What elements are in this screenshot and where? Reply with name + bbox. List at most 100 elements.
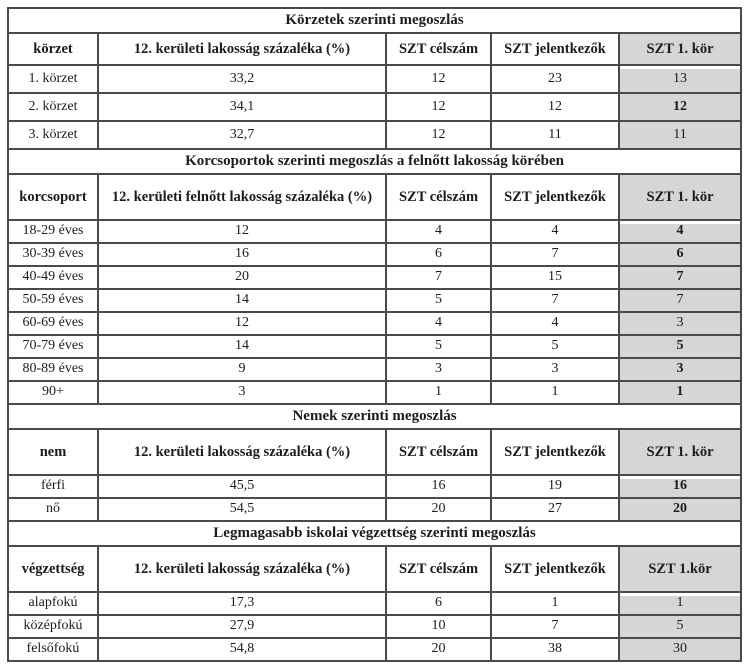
cell: 15 — [490, 265, 620, 290]
section-title: Nemek szerinti megoszlás — [6, 403, 743, 430]
cell: 19 — [490, 474, 620, 499]
cell: 12 — [97, 219, 387, 244]
cell-highlight: 12 — [617, 92, 743, 122]
row-label-cell: középfokú — [7, 614, 99, 639]
column-header-szt-jelentkezok: SZT jelentkezők — [490, 32, 620, 66]
table-row: 30-39 éves 16 6 7 6 — [7, 242, 743, 267]
row-label-cell: 40-49 éves — [7, 265, 99, 290]
table-row: 2. körzet 34,1 12 12 12 — [7, 92, 743, 122]
cell-highlight: 1 — [617, 380, 743, 405]
row-label-cell: 1. körzet — [7, 64, 99, 94]
cell: 20 — [97, 265, 387, 290]
row-label-cell: 50-59 éves — [7, 288, 99, 313]
cell: 3 — [385, 357, 492, 382]
cell-highlight: 5 — [617, 334, 743, 359]
cell-highlight: 4 — [617, 219, 743, 244]
section-korzetek: Körzetek szerinti megoszlás körzet 12. k… — [6, 7, 743, 150]
column-header-szt-celszam: SZT célszám — [385, 428, 492, 476]
column-header-row: körzet 12. kerületi lakosság százaléka (… — [7, 32, 743, 66]
cell: 7 — [490, 614, 620, 639]
cell: 14 — [97, 288, 387, 313]
cell: 6 — [385, 242, 492, 267]
cell: 7 — [490, 288, 620, 313]
column-header-szt-celszam: SZT célszám — [385, 173, 492, 221]
column-header-szt-celszam: SZT célszám — [385, 32, 492, 66]
cell: 45,5 — [97, 474, 387, 499]
cell: 32,7 — [97, 120, 387, 150]
cell-highlight: 11 — [617, 120, 743, 150]
cell-highlight: 1 — [617, 591, 743, 616]
table-row: 90+ 3 1 1 1 — [7, 380, 743, 405]
section-title: Korcsoportok szerinti megoszlás a felnőt… — [6, 148, 743, 175]
cell: 6 — [385, 591, 492, 616]
column-header-felnott-lakossag-szazalek: 12. kerületi felnőtt lakosság százaléka … — [97, 173, 387, 221]
table-row: 18-29 éves 12 4 4 4 — [7, 219, 743, 244]
table-row: felsőfokú 54,8 20 38 30 — [7, 637, 743, 662]
row-label-cell: 70-79 éves — [7, 334, 99, 359]
column-header-nem: nem — [7, 428, 99, 476]
cell: 4 — [490, 311, 620, 336]
cell: 20 — [385, 637, 492, 662]
column-header-szt-jelentkezok: SZT jelentkezők — [490, 428, 620, 476]
column-header-szt-jelentkezok: SZT jelentkezők — [490, 173, 620, 221]
row-label-cell: 2. körzet — [7, 92, 99, 122]
table-row: 3. körzet 32,7 12 11 11 — [7, 120, 743, 150]
column-header-szt-jelentkezok: SZT jelentkezők — [490, 545, 620, 593]
column-header-szt-celszam: SZT célszám — [385, 545, 492, 593]
section-title-row: Nemek szerinti megoszlás — [6, 403, 743, 430]
table-row: középfokú 27,9 10 7 5 — [7, 614, 743, 639]
cell-highlight: 30 — [617, 637, 743, 662]
cell: 20 — [385, 497, 492, 522]
section-nemek: Nemek szerinti megoszlás nem 12. kerület… — [6, 403, 743, 522]
cell: 5 — [490, 334, 620, 359]
cell: 27,9 — [97, 614, 387, 639]
column-header-row: végzettség 12. kerületi lakosság százalé… — [7, 545, 743, 593]
column-header-szt-1-kor: SZT 1.kör — [617, 545, 743, 593]
section-title-row: Körzetek szerinti megoszlás — [6, 7, 743, 34]
row-label-cell: 90+ — [7, 380, 99, 405]
cell-highlight: 16 — [617, 474, 743, 499]
distribution-table: Körzetek szerinti megoszlás körzet 12. k… — [6, 7, 743, 662]
section-title-row: Legmagasabb iskolai végzettség szerinti … — [6, 520, 743, 547]
cell: 34,1 — [97, 92, 387, 122]
table-row: 50-59 éves 14 5 7 7 — [7, 288, 743, 313]
cell: 3 — [490, 357, 620, 382]
cell: 7 — [385, 265, 492, 290]
cell: 27 — [490, 497, 620, 522]
cell-highlight: 6 — [617, 242, 743, 267]
table-row: 80-89 éves 9 3 3 3 — [7, 357, 743, 382]
column-header-vegzettseg: végzettség — [7, 545, 99, 593]
cell-highlight: 5 — [617, 614, 743, 639]
cell: 1 — [490, 591, 620, 616]
column-header-szt-1-kor: SZT 1. kör — [617, 32, 743, 66]
cell: 16 — [97, 242, 387, 267]
cell: 1 — [385, 380, 492, 405]
cell: 9 — [97, 357, 387, 382]
table-row: férfi 45,5 16 19 16 — [7, 474, 743, 499]
cell-highlight: 7 — [617, 288, 743, 313]
cell-highlight: 7 — [617, 265, 743, 290]
cell: 14 — [97, 334, 387, 359]
cell-highlight: 3 — [617, 357, 743, 382]
row-label-cell: felsőfokú — [7, 637, 99, 662]
cell: 33,2 — [97, 64, 387, 94]
table-row: 60-69 éves 12 4 4 3 — [7, 311, 743, 336]
row-label-cell: férfi — [7, 474, 99, 499]
cell: 4 — [490, 219, 620, 244]
cell: 12 — [97, 311, 387, 336]
section-title-row: Korcsoportok szerinti megoszlás a felnőt… — [6, 148, 743, 175]
column-header-row: nem 12. kerületi lakosság százaléka (%) … — [7, 428, 743, 476]
cell: 10 — [385, 614, 492, 639]
column-header-row: korcsoport 12. kerületi felnőtt lakosság… — [7, 173, 743, 221]
table-row: 1. körzet 33,2 12 23 13 — [7, 64, 743, 94]
column-header-korcsoport: korcsoport — [7, 173, 99, 221]
table-row: nő 54,5 20 27 20 — [7, 497, 743, 522]
table-row: 40-49 éves 20 7 15 7 — [7, 265, 743, 290]
cell: 54,5 — [97, 497, 387, 522]
row-label-cell: 60-69 éves — [7, 311, 99, 336]
column-header-szt-1-kor: SZT 1. kör — [617, 428, 743, 476]
cell: 12 — [385, 64, 492, 94]
cell-highlight: 20 — [617, 497, 743, 522]
cell: 5 — [385, 334, 492, 359]
cell: 5 — [385, 288, 492, 313]
